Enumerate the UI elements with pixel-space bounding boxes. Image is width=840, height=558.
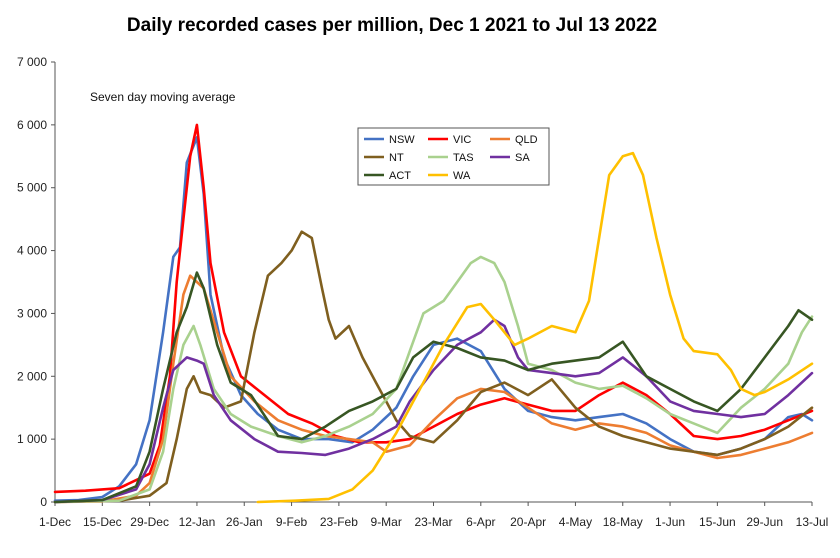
- y-axis: 0 1 000 2 000 3 000 4 000 5 000 6 000 7 000: [17, 55, 55, 509]
- y-tick-label: 1 000: [17, 432, 47, 446]
- x-tick-label: 29-Dec: [130, 515, 169, 529]
- chart-title: Daily recorded cases per million, Dec 1 …: [127, 15, 657, 36]
- x-tick-label: 29-Jun: [746, 515, 783, 529]
- x-tick-label: 15-Dec: [83, 515, 122, 529]
- y-tick-label: 2 000: [17, 369, 47, 383]
- chart-annotation: Seven day moving average: [90, 90, 236, 104]
- y-tick-label: 7 000: [17, 55, 47, 69]
- legend-label-qld: QLD: [515, 134, 538, 146]
- series-line-tas: [53, 255, 814, 504]
- series-line-nt: [53, 230, 814, 504]
- x-tick-label: 12-Jan: [179, 515, 216, 529]
- series-lines: [53, 123, 814, 504]
- x-tick-label: 23-Mar: [414, 515, 452, 529]
- series-line-qld: [53, 274, 814, 504]
- legend-label-tas: TAS: [453, 152, 474, 164]
- legend: NSW VIC QLD NT TAS SA ACT WA: [357, 127, 550, 186]
- x-tick-label: 18-May: [603, 515, 643, 529]
- y-tick-label: 5 000: [17, 181, 47, 195]
- x-tick-label: 23-Feb: [320, 515, 358, 529]
- x-tick-label: 9-Mar: [371, 515, 402, 529]
- series-line-wa: [256, 151, 814, 504]
- y-tick-label: 6 000: [17, 118, 47, 132]
- legend-label-act: ACT: [389, 170, 411, 182]
- y-tick-label: 3 000: [17, 306, 47, 320]
- x-tick-label: 15-Jun: [699, 515, 736, 529]
- x-tick-label: 9-Feb: [276, 515, 308, 529]
- x-tick-label: 13-Jul: [796, 515, 829, 529]
- legend-label-vic: VIC: [453, 134, 471, 146]
- legend-label-nt: NT: [389, 152, 404, 164]
- legend-label-sa: SA: [515, 152, 530, 164]
- x-tick-label: 26-Jan: [226, 515, 263, 529]
- x-tick-label: 6-Apr: [466, 515, 495, 529]
- x-tick-label: 20-Apr: [510, 515, 546, 529]
- plot-area: 0 1 000 2 000 3 000 4 000 5 000 6 000 7 000 1-D…: [17, 55, 828, 529]
- legend-box: [357, 127, 550, 186]
- y-tick-label: 4 000: [17, 244, 47, 258]
- x-axis: 1-Dec 15-Dec 29-Dec 12-Jan 26-Jan 9-Feb 23-Feb…: [39, 502, 828, 529]
- legend-label-wa: WA: [453, 170, 471, 182]
- series-line-nsw: [53, 136, 814, 503]
- x-tick-label: 1-Jun: [655, 515, 685, 529]
- y-tick-label: 0: [40, 495, 47, 509]
- x-tick-label: 4-May: [559, 515, 592, 529]
- series-line-act: [53, 271, 814, 504]
- x-tick-label: 1-Dec: [39, 515, 71, 529]
- legend-label-nsw: NSW: [389, 134, 415, 146]
